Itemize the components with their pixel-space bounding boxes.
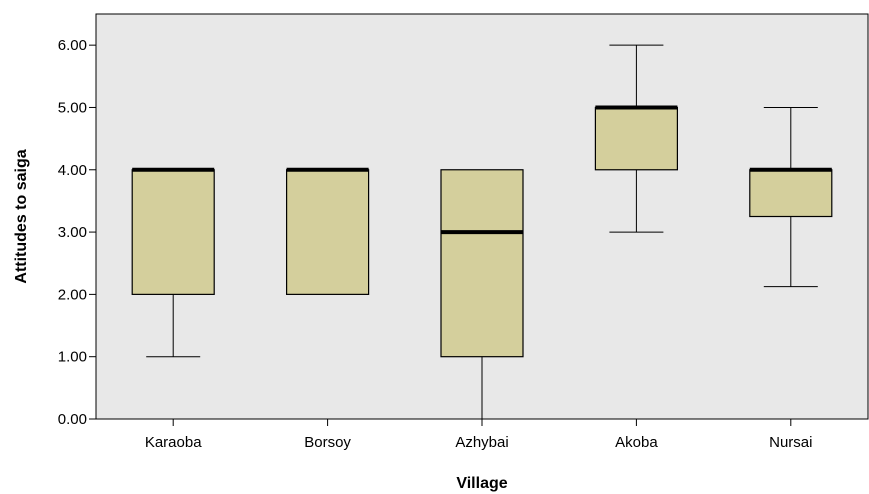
box-iqr (286, 169, 370, 295)
box-borsoy (286, 167, 370, 295)
box-iqr (749, 169, 833, 218)
y-tick-label: 1.00 (58, 349, 87, 366)
y-tick-label: 0.00 (58, 411, 87, 428)
x-tick-label: Azhybai (455, 434, 508, 451)
x-tick-label: Borsoy (304, 434, 351, 451)
x-tick-label: Nursai (769, 434, 812, 451)
y-tick-label: 6.00 (58, 37, 87, 54)
y-tick-label: 3.00 (58, 224, 87, 241)
box-karaoba (131, 167, 215, 358)
box-akoba (594, 44, 679, 233)
box-iqr (594, 106, 679, 171)
y-tick-label: 5.00 (58, 99, 87, 116)
x-axis: Karaoba Borsoy Azhybai Akoba Nursai (145, 419, 812, 451)
x-tick-label: Akoba (615, 434, 658, 451)
box-iqr (440, 169, 524, 358)
box-iqr (131, 169, 215, 295)
y-axis-title: Attitudes to saiga (13, 149, 30, 283)
box-nursai (749, 106, 833, 288)
x-axis-title: Village (456, 475, 507, 492)
y-axis: 0.00 1.00 2.00 3.00 4.00 5.00 6.00 (58, 37, 96, 428)
x-tick-label: Karaoba (145, 434, 202, 451)
plot-border (95, 13, 869, 420)
box-series (131, 44, 833, 419)
y-tick-label: 4.00 (58, 162, 87, 179)
box-azhybai (440, 169, 524, 419)
y-tick-label: 2.00 (58, 286, 87, 303)
